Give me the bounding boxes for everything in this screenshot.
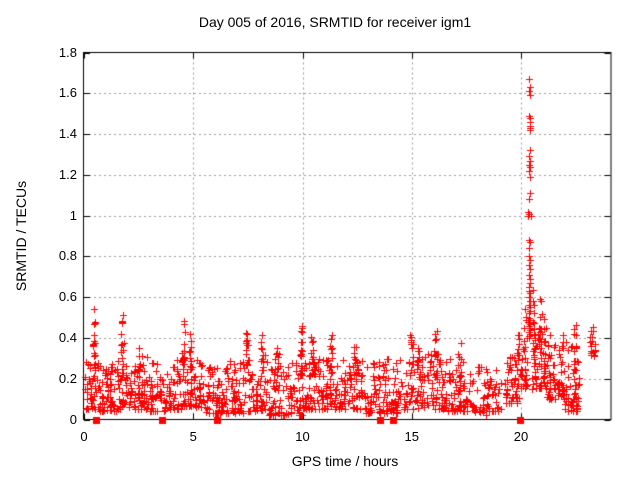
y-tick-label: 1 xyxy=(69,207,77,223)
x-tick-label: 20 xyxy=(513,428,529,444)
y-tick-label: 0.2 xyxy=(58,370,77,386)
y-tick-label: 0.8 xyxy=(58,248,77,264)
y-tick-label: 0.4 xyxy=(58,329,77,345)
y-tick-label: 1.2 xyxy=(58,166,77,182)
y-tick-label: 1.8 xyxy=(58,44,77,60)
y-tick-label: 0.6 xyxy=(58,289,77,305)
y-tick-label: 0 xyxy=(69,411,77,427)
x-tick-label: 5 xyxy=(189,428,197,444)
x-tick-label: 0 xyxy=(80,428,88,444)
y-tick-label: 1.4 xyxy=(58,126,77,142)
chart-title: Day 005 of 2016, SRMTID for receiver igm… xyxy=(198,14,472,30)
y-tick-label: 1.6 xyxy=(58,85,77,101)
x-tick-label: 10 xyxy=(295,428,310,444)
x-axis-label: GPS time / hours xyxy=(291,453,399,469)
y-axis-label: SRMTID / TECUs xyxy=(13,180,29,292)
x-tick-label: 15 xyxy=(404,428,419,444)
